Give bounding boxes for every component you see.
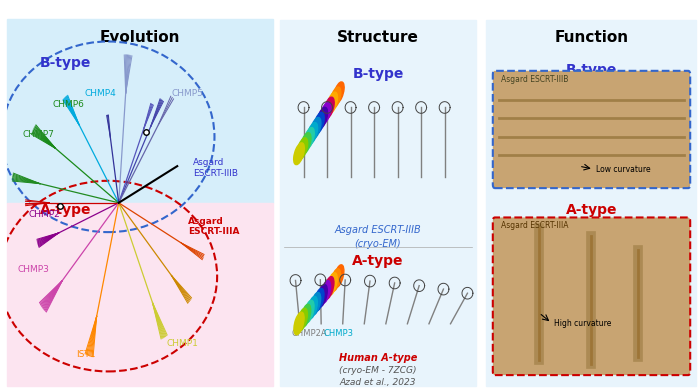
Ellipse shape: [294, 312, 304, 335]
Text: Asgard ESCRT-IIIB: Asgard ESCRT-IIIB: [335, 225, 421, 235]
Ellipse shape: [333, 82, 344, 104]
FancyBboxPatch shape: [493, 71, 690, 188]
Text: CHMP6: CHMP6: [52, 101, 84, 110]
Text: Low curvature: Low curvature: [596, 165, 650, 174]
Ellipse shape: [330, 269, 341, 291]
Ellipse shape: [298, 308, 307, 331]
Text: CHMP2: CHMP2: [28, 211, 60, 220]
Ellipse shape: [327, 273, 337, 295]
Text: Asgard
ESCRT-IIIA: Asgard ESCRT-IIIA: [188, 217, 239, 236]
Ellipse shape: [310, 117, 321, 139]
Ellipse shape: [297, 138, 307, 160]
Ellipse shape: [320, 102, 331, 124]
Ellipse shape: [311, 292, 321, 315]
Text: CHMP7: CHMP7: [23, 130, 55, 139]
Ellipse shape: [307, 296, 317, 319]
Ellipse shape: [304, 300, 314, 323]
Text: (cryo-EM - 7ZCG): (cryo-EM - 7ZCG): [340, 366, 416, 375]
Ellipse shape: [317, 285, 328, 307]
Text: A-type: A-type: [352, 254, 404, 268]
Text: (cryo-EM): (cryo-EM): [355, 239, 401, 250]
Ellipse shape: [314, 289, 324, 311]
Text: B-type: B-type: [40, 57, 91, 71]
Ellipse shape: [330, 87, 341, 109]
Ellipse shape: [327, 92, 337, 114]
Ellipse shape: [317, 107, 328, 129]
Text: CHMP3: CHMP3: [18, 266, 50, 275]
Text: Human A-type: Human A-type: [339, 353, 417, 363]
Text: CHMP2A: CHMP2A: [292, 329, 327, 338]
Ellipse shape: [324, 277, 334, 299]
Ellipse shape: [323, 97, 334, 119]
Text: High curvature: High curvature: [554, 319, 611, 328]
Text: CHMP4: CHMP4: [84, 89, 116, 99]
Bar: [7, 20, 273, 203]
Text: CHMP3: CHMP3: [324, 329, 354, 338]
Text: Evolution: Evolution: [99, 30, 181, 46]
Bar: [7, 203, 273, 386]
Text: CHMP1: CHMP1: [167, 339, 199, 348]
Ellipse shape: [304, 128, 314, 149]
Text: Asgard
ESCRT-IIIB: Asgard ESCRT-IIIB: [193, 158, 238, 178]
FancyBboxPatch shape: [493, 218, 690, 375]
Ellipse shape: [334, 265, 344, 287]
Text: A-type: A-type: [40, 203, 91, 217]
Ellipse shape: [321, 280, 330, 303]
Text: Function: Function: [554, 30, 629, 46]
Ellipse shape: [300, 133, 311, 154]
Text: Asgard ESCRT-IIIA: Asgard ESCRT-IIIA: [501, 222, 568, 230]
Text: Azad et al., 2023: Azad et al., 2023: [340, 378, 416, 387]
Text: B-type: B-type: [352, 67, 404, 81]
Text: IST1: IST1: [76, 350, 96, 359]
Ellipse shape: [300, 304, 311, 327]
Text: Asgard ESCRT-IIIB: Asgard ESCRT-IIIB: [501, 75, 568, 84]
Text: CHMP5: CHMP5: [172, 89, 204, 99]
Text: Structure: Structure: [337, 30, 419, 46]
Ellipse shape: [294, 143, 304, 165]
Text: A-type: A-type: [566, 203, 617, 217]
Ellipse shape: [307, 122, 318, 144]
Ellipse shape: [314, 112, 324, 134]
Text: B-type: B-type: [566, 64, 617, 78]
